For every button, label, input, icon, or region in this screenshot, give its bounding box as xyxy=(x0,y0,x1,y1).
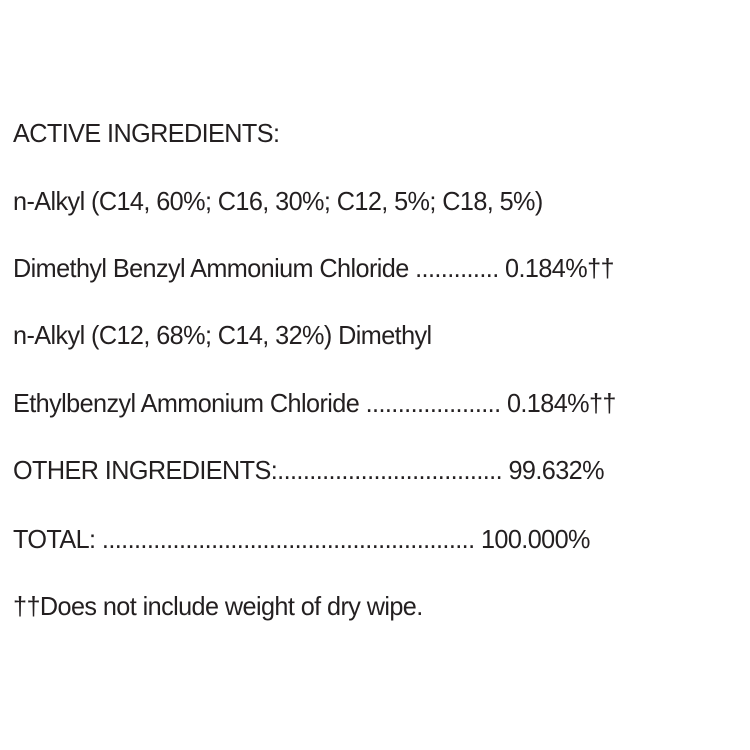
total-line: TOTAL: .................................… xyxy=(13,524,590,554)
ingredient-line: Ethylbenzyl Ammonium Chloride ..........… xyxy=(13,388,616,418)
ingredient-line: Dimethyl Benzyl Ammonium Chloride ......… xyxy=(13,253,615,283)
footnote: ††Does not include weight of dry wipe. xyxy=(13,591,423,621)
active-ingredients-heading: ACTIVE INGREDIENTS: xyxy=(13,118,280,148)
ingredient-line: n-Alkyl (C12, 68%; C14, 32%) Dimethyl xyxy=(13,320,432,350)
ingredient-line: n-Alkyl (C14, 60%; C16, 30%; C12, 5%; C1… xyxy=(13,186,543,216)
other-ingredients-line: OTHER INGREDIENTS:......................… xyxy=(13,455,605,485)
